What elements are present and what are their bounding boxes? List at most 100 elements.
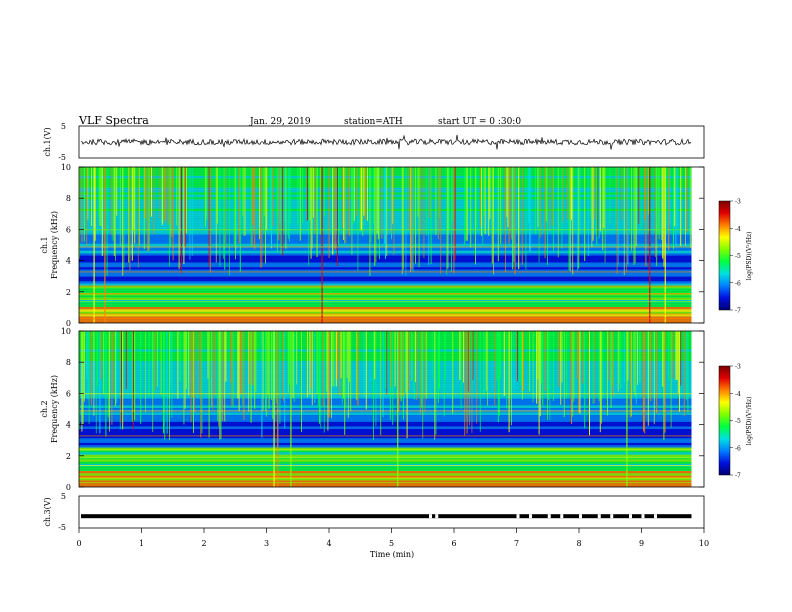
spectrogram-burst bbox=[557, 331, 559, 387]
spectrogram-line bbox=[79, 229, 692, 231]
ch2-freq-ylabel: Frequency (kHz) bbox=[50, 375, 59, 443]
spectrogram-burst bbox=[278, 167, 280, 241]
spectrogram-band bbox=[79, 269, 692, 272]
spectrogram-line bbox=[79, 293, 692, 295]
freq-tick-label: 4 bbox=[66, 257, 71, 266]
spectrogram-burst bbox=[663, 331, 665, 440]
spectrogram-burst bbox=[267, 331, 269, 395]
spectrogram-burst bbox=[91, 331, 92, 406]
spectrogram-burst bbox=[232, 331, 234, 408]
spectrogram-burst bbox=[572, 167, 574, 275]
spectrogram-burst bbox=[100, 331, 102, 380]
spectrogram-band bbox=[79, 262, 692, 265]
spectrogram-burst bbox=[507, 167, 509, 228]
spectrogram-burst bbox=[428, 167, 430, 266]
spectrogram-burst bbox=[164, 331, 166, 440]
spectrogram-band bbox=[79, 433, 692, 436]
ch3-pulse-gap bbox=[516, 514, 520, 519]
spectrogram-band bbox=[79, 318, 692, 322]
spectrogram-burst bbox=[487, 331, 488, 406]
spectrogram-burst bbox=[491, 167, 493, 264]
spectrogram-burst bbox=[291, 331, 293, 387]
spectrogram-burst bbox=[464, 167, 466, 245]
spectrogram-band bbox=[79, 449, 692, 453]
spectrogram-burst bbox=[385, 167, 386, 259]
spectrogram-band bbox=[79, 477, 692, 481]
spectrogram-burst bbox=[545, 167, 547, 222]
spectrogram-burst bbox=[217, 167, 218, 224]
freq-tick-label: 6 bbox=[66, 389, 71, 398]
spectrogram-burst bbox=[369, 167, 371, 277]
spectrogram-burst bbox=[497, 331, 499, 423]
spectrogram-burst bbox=[598, 167, 600, 239]
ch3-pulse-gap bbox=[429, 514, 432, 519]
spectrogram-burst bbox=[272, 167, 274, 227]
ch1-colorbar-label: log(PSD)(V²/Hz) bbox=[746, 232, 753, 281]
spectrogram-burst bbox=[557, 167, 559, 258]
spectrogram-burst bbox=[518, 167, 520, 270]
spectrogram-burst bbox=[359, 167, 361, 232]
spectrogram-burst bbox=[301, 331, 302, 432]
spectrogram-band bbox=[79, 442, 692, 446]
ch1-colorbar-scale bbox=[718, 200, 731, 311]
spectrogram-burst bbox=[351, 167, 353, 255]
spectrogram-burst bbox=[356, 167, 358, 216]
spectrogram-band bbox=[79, 400, 692, 404]
spectrogram-burst bbox=[183, 331, 185, 425]
spectrogram-burst bbox=[103, 331, 104, 395]
spectrogram-burst bbox=[669, 167, 671, 225]
freq-tick-label: 2 bbox=[66, 288, 71, 297]
spectrogram-burst bbox=[275, 167, 277, 218]
spectrogram-burst bbox=[131, 331, 133, 422]
spectrogram-burst bbox=[251, 167, 253, 247]
spectrogram-burst bbox=[562, 167, 564, 223]
spectrogram-line bbox=[79, 301, 692, 302]
spectrogram-band bbox=[79, 280, 692, 284]
spectrogram-burst bbox=[319, 331, 320, 424]
spectrogram-burst bbox=[415, 331, 416, 383]
spectrogram-burst bbox=[689, 167, 691, 248]
ch1-waveform-frame bbox=[78, 125, 705, 159]
spectrogram-burst bbox=[283, 331, 284, 401]
spectrogram-band bbox=[79, 423, 692, 427]
spectrogram-burst bbox=[279, 167, 281, 224]
spectrogram-burst bbox=[532, 331, 534, 403]
spectrogram-burst bbox=[265, 331, 266, 411]
spectrogram-burst bbox=[225, 167, 227, 246]
spectrogram-burst bbox=[320, 331, 322, 429]
spectrogram-burst bbox=[188, 331, 190, 396]
spectrogram-line bbox=[79, 457, 692, 459]
spectrogram-burst bbox=[380, 331, 382, 436]
spectrogram-burst bbox=[539, 167, 541, 238]
spectrogram-burst bbox=[139, 167, 140, 246]
spectrogram-burst bbox=[616, 167, 618, 274]
spectrogram-burst bbox=[185, 167, 187, 234]
spectrogram-burst bbox=[253, 331, 254, 386]
spectrogram-burst bbox=[544, 167, 546, 259]
spectrogram-burst bbox=[262, 331, 264, 411]
spectrogram-burst bbox=[392, 331, 394, 425]
spectrogram-burst bbox=[101, 167, 103, 257]
spectrogram-line bbox=[79, 449, 692, 451]
spectrogram-band bbox=[79, 395, 692, 399]
spectrogram-burst bbox=[261, 167, 263, 268]
spectrogram-burst bbox=[571, 167, 572, 220]
spectrogram-band bbox=[79, 426, 692, 429]
spectrogram-spike bbox=[277, 331, 279, 487]
spectrogram-burst bbox=[152, 331, 154, 433]
ch3-pulse-gap bbox=[610, 514, 614, 519]
spectrogram-burst bbox=[647, 167, 649, 215]
spectrogram-burst bbox=[466, 167, 468, 241]
spectrogram-burst bbox=[344, 167, 346, 244]
spectrogram-burst bbox=[328, 167, 330, 259]
spectrogram-band bbox=[79, 461, 692, 464]
colorbar-tick-label: -7 bbox=[735, 308, 741, 315]
spectrogram-burst bbox=[591, 167, 593, 248]
spectrogram-band bbox=[79, 278, 692, 282]
spectrogram-burst bbox=[638, 167, 640, 224]
spectrogram-burst bbox=[243, 331, 245, 420]
spectrogram-burst bbox=[673, 167, 674, 250]
spectrogram-burst bbox=[316, 167, 318, 257]
spectrogram-burst bbox=[165, 167, 167, 223]
spectrogram-burst bbox=[447, 167, 449, 269]
